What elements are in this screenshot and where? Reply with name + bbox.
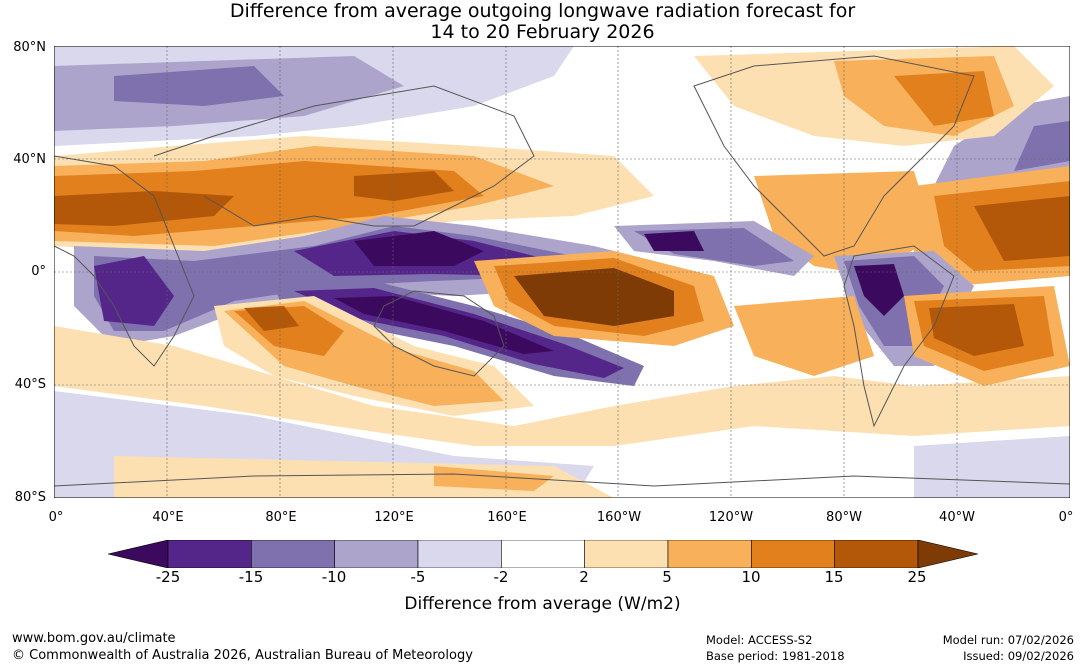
colorbar [108, 540, 978, 568]
lat-label-40n: 40°N [13, 152, 46, 167]
lon-label-120w: 120°W [708, 510, 754, 525]
colorbar-tick: -15 [238, 568, 264, 586]
anomaly-region [1014, 121, 1070, 171]
coastline-africa [54, 155, 195, 367]
footer-base-period: Base period: 1981-2018 [706, 649, 845, 663]
lon-label-40e: 40°E [152, 510, 184, 525]
colorbar-tick: -25 [155, 568, 181, 586]
anomaly-region [974, 196, 1070, 261]
anomaly-region [434, 466, 554, 491]
olr-anomaly-map [54, 46, 1070, 498]
lon-label-160w: 160°W [596, 510, 642, 525]
coastline-north-america [693, 55, 975, 257]
coastline-south-america [843, 245, 955, 428]
footer-model: Model: ACCESS-S2 [706, 633, 813, 647]
anomaly-region [244, 306, 299, 331]
lon-label-160e: 160°E [487, 510, 527, 525]
map-title-line2: 14 to 20 February 2026 [430, 21, 655, 43]
anomaly-region [54, 326, 1070, 446]
footer-issued: Issued: 09/02/2026 [963, 649, 1074, 663]
footer-model-run: Model run: 07/02/2026 [942, 633, 1074, 647]
footer-copyright: © Commonwealth of Australia 2026, Austra… [12, 648, 473, 663]
colorbar-segment [251, 540, 335, 568]
coastline-australia [373, 290, 505, 377]
anomaly-region [929, 304, 1024, 356]
lat-label-40s: 40°S [14, 377, 46, 392]
lon-label-0: 0° [48, 510, 64, 525]
lon-label-80w: 80°W [826, 510, 862, 525]
anomaly-region [514, 268, 674, 326]
colorbar-segment [667, 540, 752, 568]
colorbar-segment [417, 540, 502, 568]
colorbar-segment [501, 540, 585, 568]
colorbar-tick: -5 [410, 568, 426, 586]
lon-label-120e: 120°E [374, 510, 414, 525]
lat-label-0: 0° [31, 264, 46, 279]
anomaly-region [54, 191, 234, 226]
anomaly-region [354, 171, 454, 201]
colorbar-segment [584, 540, 669, 568]
colorbar-tick: -2 [493, 568, 509, 586]
colorbar-extend-low [108, 540, 169, 568]
anomaly-region [334, 296, 554, 354]
lon-label-80e: 80°E [265, 510, 297, 525]
anomaly-region [854, 264, 904, 316]
lon-label-0-east: 0° [1058, 510, 1074, 525]
anomaly-region [894, 71, 994, 126]
anomaly-region [914, 436, 1070, 498]
lat-label-80s: 80°S [14, 490, 46, 505]
colorbar-extend-high [917, 540, 978, 568]
coastline-asia [153, 85, 535, 227]
colorbar-tick: 2 [579, 568, 589, 586]
anomaly-region [94, 256, 174, 326]
colorbar-segment [834, 540, 919, 568]
anomaly-region [734, 296, 874, 376]
lat-label-80n: 80°N [13, 40, 46, 55]
colorbar-tick: 5 [662, 568, 672, 586]
coastline-antarctica [54, 473, 1070, 487]
map-title-line1: Difference from average outgoing longwav… [229, 0, 856, 22]
footer-url[interactable]: www.bom.gov.au/climate [12, 631, 176, 646]
colorbar-tick: 15 [824, 568, 844, 586]
lon-label-40w: 40°W [939, 510, 975, 525]
colorbar-segment [167, 540, 252, 568]
colorbar-tick: 25 [907, 568, 927, 586]
colorbar-segment [334, 540, 419, 568]
anomaly-region [644, 231, 704, 251]
colorbar-tick: -10 [321, 568, 347, 586]
colorbar-tick: 10 [741, 568, 761, 586]
colorbar-segment [751, 540, 835, 568]
anomaly-region [354, 231, 484, 266]
colorbar-title: Difference from average (W/m2) [404, 594, 681, 614]
anomaly-region [114, 66, 284, 106]
